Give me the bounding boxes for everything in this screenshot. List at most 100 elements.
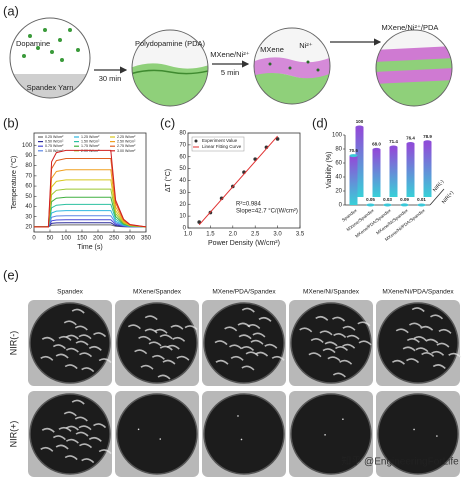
y-tick-label: 80 [179, 131, 186, 137]
colony-streak [255, 351, 269, 357]
colony-streak [157, 374, 171, 380]
colony-streak [154, 328, 168, 334]
column-label: MXene/Spandex [133, 289, 182, 296]
colony-streak [40, 446, 54, 452]
bar-cap [355, 125, 364, 129]
colony-streak [324, 341, 338, 347]
series-line [34, 149, 147, 228]
y-tick-label: 40 [179, 178, 186, 184]
x-tick-label: 1.5 [206, 232, 215, 238]
colony-streak [315, 315, 329, 321]
colony-streak [241, 307, 255, 313]
bar [372, 149, 381, 197]
colony-streak [144, 328, 158, 334]
x-tick-label: 200 [93, 236, 104, 242]
colony-streak [166, 344, 180, 350]
panel-label: (e) [3, 267, 19, 282]
colony-streak [78, 334, 92, 340]
y-tick-label: 30 [179, 190, 186, 196]
bar-cap [400, 203, 409, 207]
colony-streak [299, 327, 313, 333]
petri-dish [377, 302, 459, 384]
colony-streak [241, 346, 255, 352]
colony-streak [127, 324, 141, 330]
colony-streak [339, 359, 353, 365]
column-label: Spandex [57, 289, 83, 296]
value-label: 71.4 [389, 139, 398, 144]
diagram-label: MXene [260, 45, 284, 54]
y-tick-label: 40 [335, 175, 342, 181]
x-tick-label: 250 [109, 236, 120, 242]
colony-streak [40, 355, 54, 361]
colony-streak [432, 364, 446, 370]
legend-label: 0.50 W/cm² [45, 140, 64, 144]
colony-streak [327, 356, 341, 362]
x-tick-label: 100 [61, 236, 72, 242]
colony-streak [319, 330, 333, 336]
colony-streak [172, 336, 186, 342]
bar-cap [383, 203, 392, 207]
colony-streak [52, 435, 66, 441]
data-point [219, 196, 224, 201]
y-tick-label: 50 [25, 194, 32, 200]
x-tick-label: 150 [77, 236, 88, 242]
y-tick-label: 70 [179, 142, 186, 148]
colony-streak [342, 325, 356, 331]
legend-label: Experiment Value [202, 138, 238, 143]
column-label: MXene/Ni/PDA/Spandex [382, 289, 454, 296]
colony-streak [346, 334, 360, 340]
colony-streak [63, 320, 77, 326]
colony-streak [252, 332, 266, 338]
mxene-circle [254, 28, 330, 104]
colony-streak [81, 458, 95, 464]
colony [436, 435, 438, 437]
colony-streak [63, 411, 77, 417]
x-tick-label: 3.0 [273, 232, 282, 238]
colony-streak [52, 344, 66, 350]
x-tick-label: 0 [32, 236, 36, 242]
panel-label: (d) [312, 115, 328, 130]
value-label: 0.05 [366, 197, 375, 202]
row-label: NIR(-) [8, 331, 18, 356]
y-tick-label: 30 [25, 214, 32, 220]
legend-label: 3.00 W/cm² [117, 149, 136, 153]
bar-cap [423, 140, 432, 144]
colony-streak [342, 343, 356, 349]
series-line [34, 169, 147, 228]
series-line [34, 210, 147, 228]
colony-streak [436, 342, 450, 348]
colony-streak [65, 334, 79, 340]
plot-frame [33, 132, 147, 233]
colony-streak [258, 316, 272, 322]
y-tick-label: 60 [179, 154, 186, 160]
colony-streak [138, 335, 152, 341]
y-tick-label: 90 [25, 153, 32, 159]
colony [342, 418, 344, 420]
colony-streak [98, 358, 112, 364]
colony-streak [162, 359, 176, 365]
y-axis-label: ΔT (°C) [164, 169, 172, 192]
series-label: NIR(-) [432, 179, 446, 194]
x-tick-label: 2.5 [251, 232, 260, 238]
x-tick-label: 3.5 [296, 232, 305, 238]
colony-streak [65, 347, 79, 353]
colony-streak [78, 425, 92, 431]
colony-streak [64, 364, 78, 370]
petri-dish [29, 302, 111, 384]
diagram-label: 30 min [99, 74, 122, 83]
petri-dish [203, 302, 285, 384]
colony-streak [431, 350, 445, 356]
value-label: 76.4 [406, 136, 415, 141]
x-axis-label: Time (s) [77, 244, 102, 251]
colony-streak [229, 344, 243, 350]
colony-streak [140, 364, 154, 370]
colony-streak [238, 334, 252, 340]
colony-streak [74, 416, 88, 422]
bar-cap [366, 203, 375, 207]
petri-dish [203, 393, 285, 475]
colony [240, 438, 243, 441]
legend-label: 1.25 W/cm² [81, 135, 100, 139]
colony-streak [271, 355, 285, 361]
value-label: 0.01 [417, 197, 426, 202]
legend-label: Linear Fitting Curve [202, 144, 242, 149]
